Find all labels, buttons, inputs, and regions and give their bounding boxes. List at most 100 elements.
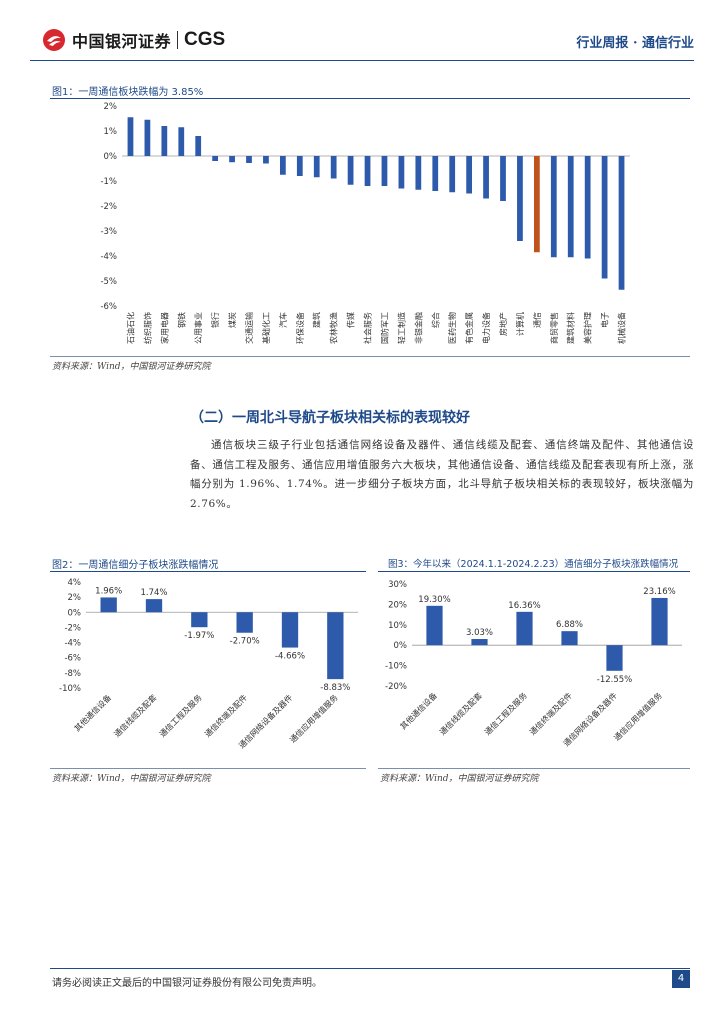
category-label: 银行	[210, 312, 220, 328]
category-label: 基础化工	[261, 312, 271, 344]
data-label: -12.55%	[597, 675, 632, 685]
category-label: 机械设备	[617, 312, 627, 344]
brand-name-en: CGS	[184, 29, 226, 50]
category-label: 纺织服饰	[142, 312, 152, 344]
category-label: 通信线缆及配套	[112, 692, 159, 739]
bar	[426, 605, 443, 646]
bar	[127, 117, 134, 156]
bar	[432, 156, 439, 191]
y-tick-label: 0%	[394, 641, 408, 651]
category-label: 公用事业	[193, 312, 203, 344]
header-divider	[30, 60, 694, 61]
bar	[281, 612, 299, 648]
figure1-title: 图1：一周通信板块跌幅为 3.85%	[52, 87, 204, 98]
figure1-source: 资料来源：Wind，中国银河证券研究院	[52, 362, 211, 372]
footer-divider	[50, 968, 690, 969]
bar	[550, 156, 557, 258]
y-tick-label: -5%	[100, 277, 117, 287]
bar	[279, 156, 286, 175]
y-tick-label: -4%	[100, 252, 117, 262]
category-label: 通信应用增值服务	[612, 690, 664, 742]
y-tick-label: -4%	[64, 639, 81, 649]
data-label: 23.16%	[643, 587, 675, 597]
figure2-title: 图2：一周通信细分子板块涨跌幅情况	[52, 560, 219, 571]
bar	[191, 612, 208, 628]
category-label: 电子	[600, 312, 610, 328]
category-label: 国防军工	[379, 312, 389, 344]
bar	[229, 156, 235, 163]
y-tick-label: -3%	[100, 227, 117, 237]
bar	[296, 156, 303, 176]
y-tick-label: 0%	[68, 608, 82, 618]
category-label: 轻工制造	[396, 312, 406, 344]
category-label: 建筑	[312, 312, 322, 328]
bar	[483, 156, 489, 199]
bar	[330, 156, 337, 179]
category-label: 通信应用增值服务	[287, 692, 339, 744]
bar	[601, 156, 608, 279]
data-label: 3.03%	[466, 628, 493, 638]
data-label: -4.66%	[275, 652, 305, 662]
y-tick-label: -6%	[100, 302, 117, 312]
category-label: 医药生物	[447, 312, 457, 344]
brand-separator	[177, 31, 179, 49]
figure2-source-rule	[50, 768, 366, 769]
y-tick-label: 20%	[388, 600, 407, 610]
bar	[415, 156, 422, 190]
y-tick-label: 0%	[104, 152, 118, 162]
bar	[178, 127, 185, 156]
bar	[347, 156, 354, 185]
bar	[466, 156, 473, 194]
figure3-title-rule	[378, 571, 690, 572]
y-tick-label: 4%	[68, 578, 82, 588]
figure2-chart: 4% 2% 0% -2% -4% -6% -8% -10% 1.96% 其他通信设备 1.74% 通信…	[59, 578, 358, 750]
category-label: 煤炭	[227, 312, 237, 328]
category-label: 家用电器	[159, 312, 169, 344]
data-label: 1.96%	[95, 586, 122, 596]
category-label: 农林牧渔	[329, 312, 339, 344]
y-tick-label: 2%	[68, 593, 82, 603]
category-label: 电力设备	[481, 312, 491, 344]
bar	[212, 156, 219, 161]
figure3-title: 图3：今年以来（2024.1.1-2024.2.23）通信细分子板块涨跌幅情况	[388, 559, 679, 570]
bar	[567, 156, 574, 258]
figure3-chart: 30% 20% 10% 0% -10% -20% 19.30% 其他通信设备 3.03% 通信线缆…	[385, 580, 682, 748]
category-label: 通信终端及配件	[202, 692, 249, 739]
bar	[263, 156, 269, 164]
category-label: 钢铁	[176, 312, 186, 328]
category-label: 美容护理	[583, 312, 593, 344]
category-label: 其他通信设备	[72, 692, 113, 733]
y-tick-label: -2%	[64, 623, 81, 633]
category-label: 汽车	[278, 312, 288, 328]
y-tick-label: -10%	[59, 684, 81, 694]
y-tick-label: -20%	[385, 682, 407, 692]
bar	[516, 611, 533, 646]
data-label: 1.74%	[140, 588, 167, 598]
page-number: 4	[672, 970, 690, 988]
y-tick-label: 30%	[388, 580, 407, 590]
report-type-label: 行业周报 · 通信行业	[576, 36, 694, 51]
category-label: 房地产	[498, 312, 508, 336]
bar	[398, 156, 405, 189]
bar	[533, 156, 540, 253]
figure1-title-rule	[50, 98, 690, 99]
bar	[449, 156, 456, 193]
y-tick-label: -2%	[100, 202, 117, 212]
bar	[618, 156, 625, 290]
category-label: 其他通信设备	[398, 690, 439, 731]
bar	[327, 612, 344, 680]
bar	[500, 156, 506, 201]
section-heading: （二）一周北斗导航子板块相关标的表现较好	[190, 410, 470, 426]
category-label: 通信终端及配件	[527, 690, 574, 737]
data-label: 6.88%	[556, 620, 583, 630]
category-label: 计算机	[515, 312, 525, 336]
bar	[100, 597, 117, 613]
y-tick-label: -6%	[64, 654, 81, 664]
bar	[651, 597, 668, 646]
bar	[471, 639, 488, 646]
y-tick-label: -8%	[64, 669, 81, 679]
figure2-source: 资料来源：Wind，中国银河证券研究院	[52, 774, 211, 784]
brand-name-cn: 中国银河证券	[72, 32, 172, 51]
y-tick-label: 2%	[104, 102, 118, 112]
figure3-source-rule	[378, 768, 690, 769]
